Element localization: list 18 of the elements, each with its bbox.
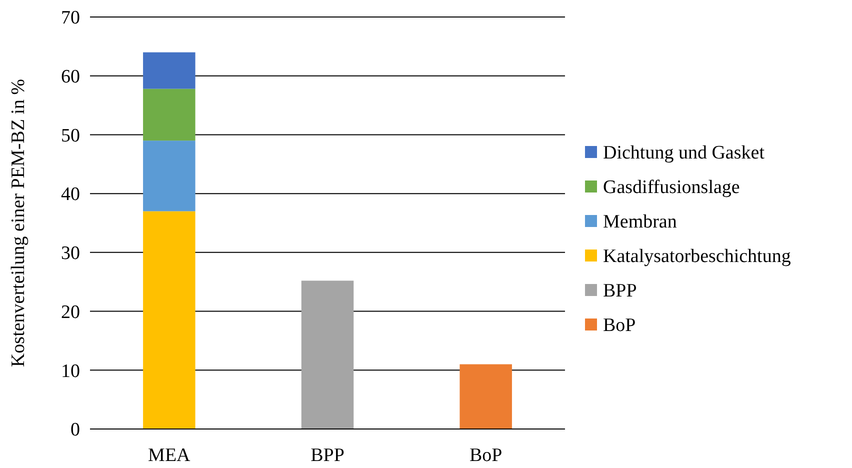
y-tick-label: 10 — [61, 360, 80, 382]
legend-label: Katalysatorbeschichtung — [603, 246, 792, 268]
legend-label: BoP — [603, 315, 636, 336]
legend-label: Dichtung und Gasket — [603, 142, 766, 164]
legend-label: Gasdiffusionslage — [603, 177, 740, 198]
x-tick-label: BPP — [310, 445, 344, 466]
y-tick-label: 20 — [61, 302, 80, 323]
y-tick-label: 50 — [61, 125, 80, 146]
y-tick-label: 70 — [61, 8, 80, 29]
y-axis-title: Kostenverteilung einer PEM-BZ in % — [8, 78, 29, 368]
x-tick-label: BoP — [469, 445, 502, 466]
x-tick-label: MEA — [148, 445, 191, 466]
y-tick-label: 60 — [61, 66, 80, 88]
y-tick-label: 30 — [61, 243, 80, 264]
legend-label: BPP — [603, 280, 637, 302]
y-tick-label: 40 — [61, 184, 80, 206]
legend-label: Membran — [603, 212, 678, 233]
y-tick-label: 0 — [70, 420, 80, 441]
